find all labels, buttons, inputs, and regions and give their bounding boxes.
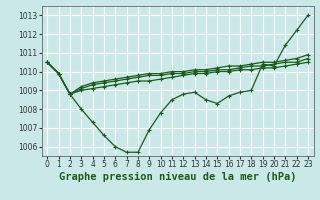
X-axis label: Graphe pression niveau de la mer (hPa): Graphe pression niveau de la mer (hPa) <box>59 172 296 182</box>
